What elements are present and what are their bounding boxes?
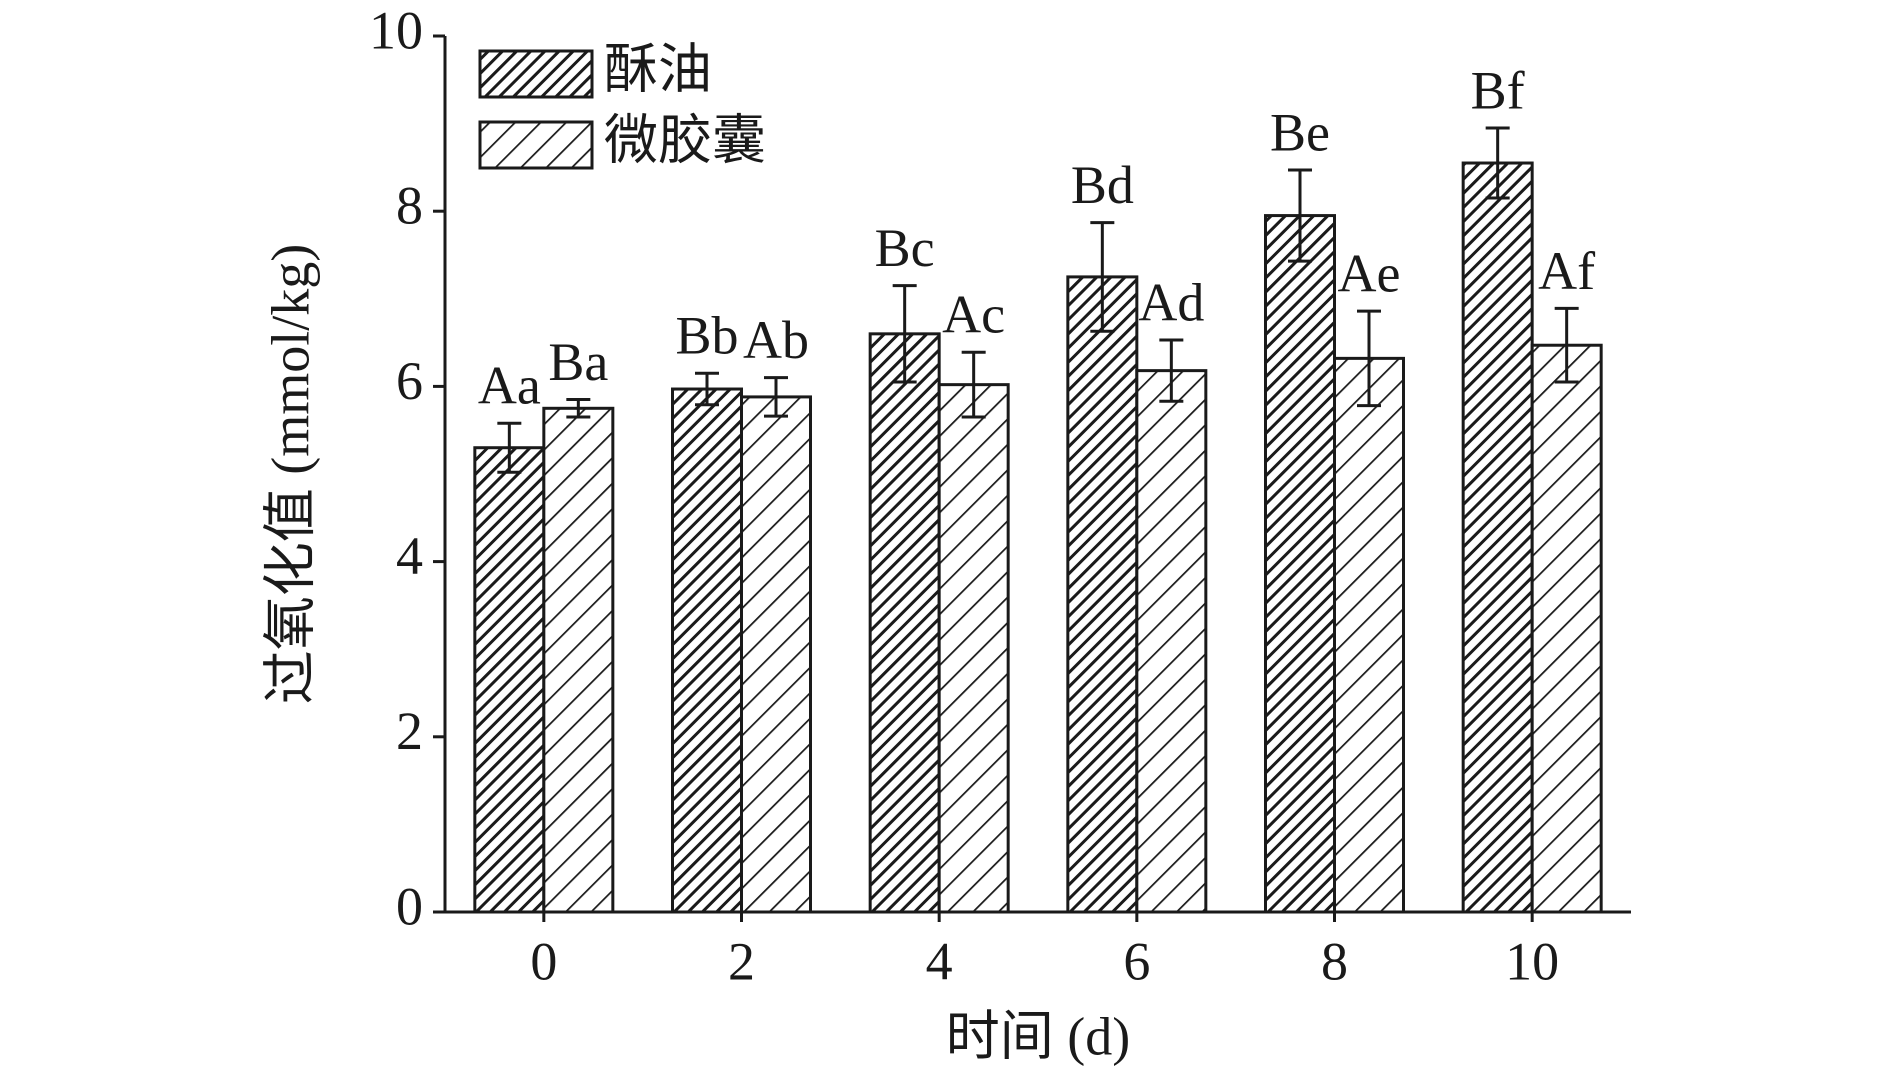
bar: [1135, 369, 1208, 914]
error-bar: [1485, 126, 1510, 200]
value-label: Be: [1270, 102, 1330, 162]
bar: [937, 383, 1010, 914]
x-axis-label: 时间 (d): [946, 1006, 1130, 1066]
value-label: Aa: [478, 356, 541, 416]
bar: [542, 406, 615, 914]
x-tick-label: 0: [530, 931, 557, 991]
value-label: Bd: [1071, 155, 1134, 215]
legend-label: 酥油: [604, 39, 712, 99]
error-bar: [1159, 338, 1184, 403]
x-tick-label: 4: [926, 931, 953, 991]
y-tick-label: 0: [396, 876, 423, 936]
x-tick-label: 6: [1123, 931, 1150, 991]
bar: [1530, 343, 1603, 914]
error-bar: [497, 421, 522, 474]
y-axis-label: 过氧化值 (mmol/kg): [260, 244, 320, 704]
value-label: Ae: [1338, 243, 1401, 303]
bar: [1264, 214, 1336, 914]
y-tick-label: 10: [369, 0, 423, 60]
error-bar: [1554, 306, 1579, 384]
error-bar: [961, 350, 986, 419]
bar: [1066, 275, 1139, 914]
bar: [740, 395, 812, 914]
error-bar: [1357, 309, 1381, 408]
error-bar: [764, 376, 788, 418]
bar: [473, 446, 546, 914]
x-tick-label: 10: [1505, 931, 1559, 991]
y-tick-label: 6: [396, 351, 423, 411]
value-label: Af: [1538, 241, 1595, 301]
legend-swatch: [478, 120, 594, 170]
value-label: Ab: [743, 310, 809, 370]
value-label: Ad: [1138, 272, 1204, 332]
bar: [671, 387, 743, 914]
error-bar: [566, 398, 591, 419]
value-label: Bb: [675, 306, 738, 366]
value-label: Ba: [548, 332, 608, 392]
bar: [1461, 161, 1534, 914]
error-bar: [695, 371, 719, 407]
value-label: Ac: [942, 285, 1005, 345]
bar: [868, 332, 941, 914]
axes: [443, 36, 1631, 914]
error-bar: [892, 284, 917, 384]
y-tick-label: 8: [396, 176, 423, 236]
legend-swatch: [478, 49, 594, 99]
x-tick-label: 2: [728, 931, 755, 991]
error-bar: [1090, 221, 1115, 333]
value-label: Bf: [1471, 60, 1525, 120]
value-label: Bc: [875, 218, 935, 278]
legend-label: 微胶囊: [604, 110, 766, 170]
x-tick-label: 8: [1321, 931, 1348, 991]
error-bar: [1288, 168, 1312, 263]
y-tick-label: 4: [396, 526, 423, 586]
bar: [1333, 356, 1405, 914]
y-tick-label: 2: [396, 701, 423, 761]
